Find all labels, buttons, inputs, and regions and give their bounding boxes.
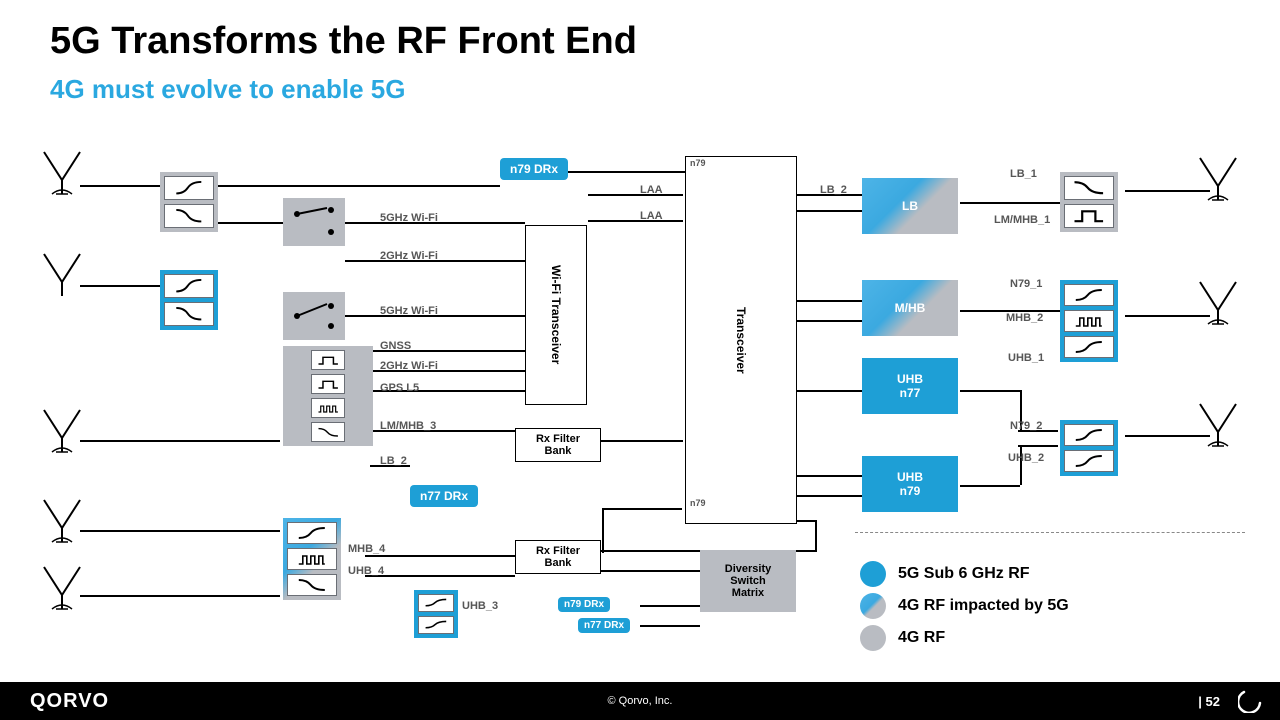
legend-item: 5G Sub 6 GHz RF bbox=[860, 561, 1240, 587]
label: MHB_2 bbox=[1006, 312, 1043, 324]
copyright: © Qorvo, Inc. bbox=[608, 695, 673, 707]
page-subtitle: 4G must evolve to enable 5G bbox=[50, 74, 405, 105]
rx-filter-bank-block: Rx Filter Bank bbox=[515, 428, 601, 462]
filter-block-hybrid bbox=[283, 518, 341, 600]
label: UHB_1 bbox=[1008, 352, 1044, 364]
multiband-icon bbox=[287, 548, 337, 570]
filter-bank-block bbox=[283, 346, 373, 446]
legend-swatch-4g bbox=[860, 625, 886, 651]
legend: 5G Sub 6 GHz RF 4G RF impacted by 5G 4G … bbox=[860, 555, 1240, 657]
label: N79_2 bbox=[1010, 420, 1042, 432]
label: UHB_4 bbox=[348, 565, 384, 577]
multiband-icon bbox=[311, 398, 345, 418]
antenna-icon bbox=[1196, 156, 1240, 202]
page-number: | 52 bbox=[1198, 694, 1220, 709]
transceiver-block: Transceiver bbox=[685, 156, 797, 524]
rx-filter-bank-block: Rx Filter Bank bbox=[515, 540, 601, 574]
highpass-icon bbox=[1064, 336, 1114, 358]
label: 5GHz Wi-Fi bbox=[380, 212, 438, 224]
highpass-icon bbox=[164, 274, 214, 298]
antenna-icon bbox=[40, 498, 84, 544]
label: 5GHz Wi-Fi bbox=[380, 305, 438, 317]
switch-block bbox=[283, 198, 345, 246]
mhb-block: M/HB bbox=[862, 280, 958, 336]
label: GNSS bbox=[380, 340, 411, 352]
n79-drx-label: n79 DRx bbox=[500, 158, 568, 180]
label: UHB_2 bbox=[1008, 452, 1044, 464]
label: LB_1 bbox=[1010, 168, 1037, 180]
filter-block-5g bbox=[160, 270, 218, 330]
wifi-transceiver-block: Wi-Fi Transceiver bbox=[525, 225, 587, 405]
filter-block bbox=[1060, 172, 1118, 232]
bandpass-icon bbox=[311, 374, 345, 394]
legend-label: 5G Sub 6 GHz RF bbox=[898, 565, 1030, 583]
legend-label: 4G RF impacted by 5G bbox=[898, 597, 1069, 615]
label: LAA bbox=[640, 184, 663, 196]
antenna-icon bbox=[40, 408, 84, 454]
legend-swatch-hybrid bbox=[860, 593, 886, 619]
n77-drx-label: n77 DRx bbox=[410, 485, 478, 507]
label: n79 bbox=[690, 158, 706, 168]
antenna-icon bbox=[40, 252, 84, 298]
antenna-icon bbox=[40, 150, 84, 196]
antenna-icon bbox=[1196, 402, 1240, 448]
filter-block-5g bbox=[1060, 280, 1118, 362]
lowpass-icon bbox=[1064, 176, 1114, 200]
n79-drx-label: n79 DRx bbox=[558, 597, 610, 612]
footer-bar: QORVO © Qorvo, Inc. | 52 bbox=[0, 682, 1280, 720]
bandpass-icon bbox=[1064, 204, 1114, 228]
legend-label: 4G RF bbox=[898, 629, 945, 647]
label: MHB_4 bbox=[348, 543, 385, 555]
legend-item: 4G RF bbox=[860, 625, 1240, 651]
label: LM/MHB_1 bbox=[994, 214, 1050, 226]
label: LAA bbox=[640, 210, 663, 222]
page-title: 5G Transforms the RF Front End bbox=[50, 20, 637, 63]
highpass-icon bbox=[287, 522, 337, 544]
lb-block: LB bbox=[862, 178, 958, 234]
antenna-icon bbox=[1196, 280, 1240, 326]
filter-block-5g bbox=[414, 590, 458, 638]
legend-swatch-5g bbox=[860, 561, 886, 587]
multiband-icon bbox=[1064, 310, 1114, 332]
antenna-icon bbox=[40, 565, 84, 611]
label: LB_2 bbox=[820, 184, 847, 196]
lowpass-icon bbox=[164, 204, 214, 228]
uhb-n77-block: UHB n77 bbox=[862, 358, 958, 414]
label: GPS L5 bbox=[380, 382, 419, 394]
label: UHB_3 bbox=[462, 600, 498, 612]
filter-block-5g bbox=[1060, 420, 1118, 476]
label: N79_1 bbox=[1010, 278, 1042, 290]
diversity-switch-block: Diversity Switch Matrix bbox=[700, 550, 796, 612]
label: 2GHz Wi-Fi bbox=[380, 250, 438, 262]
highpass-icon bbox=[418, 616, 454, 634]
legend-item: 4G RF impacted by 5G bbox=[860, 593, 1240, 619]
n77-drx-label: n77 DRx bbox=[578, 618, 630, 633]
label: LB_2 bbox=[380, 455, 407, 467]
brand-icon bbox=[1238, 689, 1262, 713]
bandpass-icon bbox=[311, 350, 345, 370]
highpass-icon bbox=[164, 176, 214, 200]
highpass-icon bbox=[1064, 450, 1114, 472]
brand-logo: QORVO bbox=[30, 690, 109, 713]
switch-block bbox=[283, 292, 345, 340]
label: n79 bbox=[690, 498, 706, 508]
uhb-n79-block: UHB n79 bbox=[862, 456, 958, 512]
label: LM/MHB_3 bbox=[380, 420, 436, 432]
lowpass-icon bbox=[311, 422, 345, 442]
lowpass-icon bbox=[287, 574, 337, 596]
highpass-icon bbox=[1064, 284, 1114, 306]
highpass-icon bbox=[418, 594, 454, 612]
filter-block bbox=[160, 172, 218, 232]
legend-divider bbox=[855, 532, 1245, 533]
highpass-icon bbox=[1064, 424, 1114, 446]
label: 2GHz Wi-Fi bbox=[380, 360, 438, 372]
lowpass-icon bbox=[164, 302, 214, 326]
